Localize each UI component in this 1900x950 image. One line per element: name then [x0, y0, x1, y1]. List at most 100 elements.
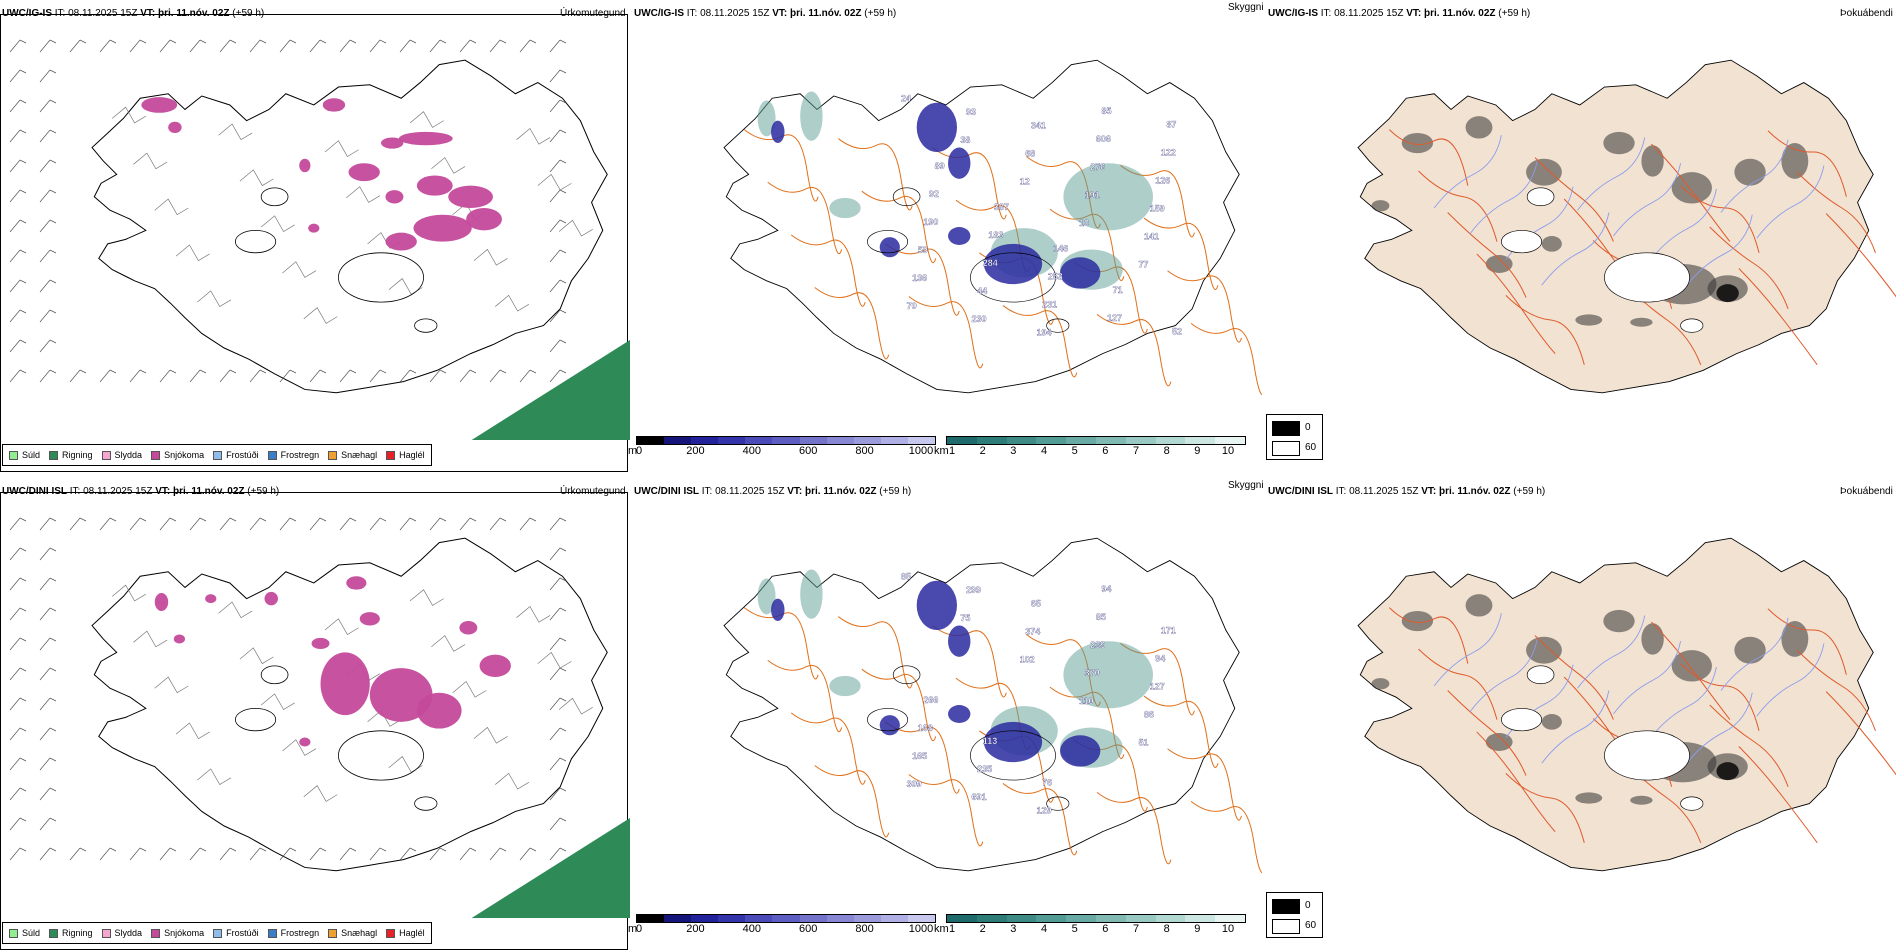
wind-barb	[39, 787, 57, 801]
ceiling-value: 284	[983, 258, 998, 268]
wind-barb	[129, 517, 147, 531]
contour-line	[260, 215, 295, 232]
wind-barb	[39, 39, 57, 53]
iceland-outline	[723, 59, 1240, 394]
iceland-outline	[91, 59, 608, 394]
road-line	[861, 190, 937, 264]
wind-barb	[309, 847, 327, 861]
wind-barb	[279, 847, 297, 861]
legend-swatch	[386, 450, 396, 460]
road-line	[1143, 217, 1219, 290]
contour-line	[111, 584, 146, 602]
fog-area	[1630, 795, 1653, 805]
ceiling-value: 110	[1079, 696, 1093, 706]
contour-line	[367, 710, 402, 727]
wind-barb	[549, 727, 567, 741]
wind-barb	[9, 577, 27, 591]
contour-line	[303, 785, 338, 802]
fog-area	[1630, 317, 1653, 327]
ceiling-value: 136	[912, 273, 927, 283]
glacier-outline	[1501, 230, 1543, 254]
road-line	[1447, 212, 1527, 298]
panel-type-label: Þokuábendi	[1840, 486, 1893, 497]
tick-label: 1000	[908, 445, 934, 457]
wind-barb	[549, 607, 567, 621]
wind-barb	[369, 517, 387, 531]
tick-label: 5	[1071, 445, 1078, 457]
snow-area	[299, 158, 311, 173]
glacier-outline	[235, 708, 277, 732]
legend-item: Haglél	[386, 928, 425, 938]
ceiling-area	[771, 120, 785, 144]
ceiling-value: 44	[977, 286, 987, 296]
glacier-outline	[414, 318, 438, 333]
glacier-outline	[867, 230, 909, 254]
road-line	[1709, 704, 1789, 787]
legend-swatch	[49, 928, 59, 938]
contour-line	[473, 726, 508, 744]
ceiling-area	[948, 625, 971, 657]
contour-line	[346, 186, 381, 203]
glacier-outline	[1046, 796, 1070, 811]
wind-barb	[129, 39, 147, 53]
wind-barb	[9, 219, 27, 233]
contour-line	[218, 601, 253, 619]
ceiling-value: 24	[901, 94, 911, 104]
ceiling-value: 85	[901, 572, 911, 582]
river-line	[1541, 690, 1610, 764]
road-line	[1534, 157, 1614, 242]
ramp-step	[1185, 915, 1216, 922]
road-line	[1505, 295, 1585, 365]
tick-label: 600	[799, 445, 818, 457]
ramp-step	[799, 437, 827, 444]
wind-barb	[249, 847, 267, 861]
contour-line	[133, 152, 168, 170]
fog-area	[1781, 621, 1809, 657]
ceiling-area	[771, 598, 785, 622]
ceiling-ticks: 0 200 400 600 800 1000	[636, 445, 936, 459]
legend-item: Frostregn	[267, 450, 319, 460]
wind-barb	[39, 99, 57, 113]
tick-label: 600	[799, 923, 818, 935]
ramp-step	[826, 437, 854, 444]
ceiling-value: 94	[1101, 584, 1111, 594]
wind-barb	[549, 547, 567, 561]
river-line	[1648, 188, 1717, 263]
ceiling-value: 141	[1144, 231, 1159, 241]
wind-barb	[549, 189, 567, 203]
ceiling-value: 52	[1172, 327, 1182, 337]
road-line	[1680, 185, 1760, 253]
road-line	[1389, 129, 1469, 186]
ceiling-value: 691	[972, 792, 987, 802]
glacier-outline	[970, 730, 1056, 781]
wind-barb	[9, 99, 27, 113]
wind-barb	[39, 637, 57, 651]
contour-line	[282, 261, 317, 278]
snow-area	[398, 131, 453, 146]
wind-barb	[399, 39, 417, 53]
legend-swatch	[9, 928, 18, 938]
legend-swatch	[328, 450, 338, 460]
ceiling-value: 190	[923, 217, 938, 227]
wind-barb	[369, 39, 387, 53]
ramp-step	[1095, 437, 1126, 444]
ramp-step	[691, 915, 719, 922]
legend-item: Snæhagl	[328, 450, 377, 460]
legend-label: Frostúði	[226, 928, 259, 938]
wind-barb	[549, 637, 567, 651]
legend-swatch	[213, 928, 223, 938]
wind-barb	[9, 667, 27, 681]
cloud-ceiling-panel-1: UWC/IG-IS IT: 08.11.2025 15Z VT: þri. 11…	[628, 0, 1264, 472]
ramp-step	[637, 437, 665, 444]
wind-barb	[9, 847, 27, 861]
ceiling-value: 266	[923, 695, 938, 705]
wind-barb	[369, 847, 387, 861]
contour-line	[516, 127, 551, 145]
road-line	[837, 138, 913, 211]
fog-key: 0 60	[1266, 414, 1323, 460]
contour-line	[239, 169, 274, 187]
ceiling-value: 70	[907, 301, 917, 311]
ceiling-value: 194	[1037, 328, 1052, 338]
snow-area	[416, 175, 453, 196]
road-line	[1418, 648, 1498, 720]
